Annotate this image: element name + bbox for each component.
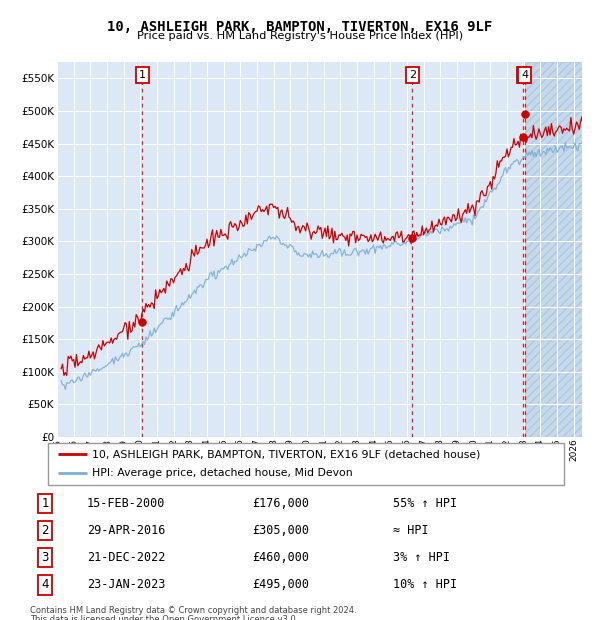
Text: 10% ↑ HPI: 10% ↑ HPI — [393, 578, 457, 591]
Text: 21-DEC-2022: 21-DEC-2022 — [87, 551, 166, 564]
Text: HPI: Average price, detached house, Mid Devon: HPI: Average price, detached house, Mid … — [92, 469, 352, 479]
Text: 1: 1 — [41, 497, 49, 510]
Text: 55% ↑ HPI: 55% ↑ HPI — [393, 497, 457, 510]
Bar — [525, 62, 582, 437]
Text: 2: 2 — [409, 70, 416, 80]
Text: 1: 1 — [139, 70, 146, 80]
Text: 23-JAN-2023: 23-JAN-2023 — [87, 578, 166, 591]
Text: 10, ASHLEIGH PARK, BAMPTON, TIVERTON, EX16 9LF (detached house): 10, ASHLEIGH PARK, BAMPTON, TIVERTON, EX… — [92, 449, 480, 459]
Text: Contains HM Land Registry data © Crown copyright and database right 2024.: Contains HM Land Registry data © Crown c… — [30, 606, 356, 616]
Text: ≈ HPI: ≈ HPI — [393, 524, 428, 537]
Text: Price paid vs. HM Land Registry's House Price Index (HPI): Price paid vs. HM Land Registry's House … — [137, 31, 463, 41]
Text: £305,000: £305,000 — [252, 524, 309, 537]
Text: 10, ASHLEIGH PARK, BAMPTON, TIVERTON, EX16 9LF: 10, ASHLEIGH PARK, BAMPTON, TIVERTON, EX… — [107, 20, 493, 34]
Text: 4: 4 — [41, 578, 49, 591]
Text: This data is licensed under the Open Government Licence v3.0.: This data is licensed under the Open Gov… — [30, 615, 298, 620]
Text: 15-FEB-2000: 15-FEB-2000 — [87, 497, 166, 510]
Text: £176,000: £176,000 — [252, 497, 309, 510]
Text: 29-APR-2016: 29-APR-2016 — [87, 524, 166, 537]
Text: £460,000: £460,000 — [252, 551, 309, 564]
Text: 3: 3 — [41, 551, 49, 564]
Text: 3% ↑ HPI: 3% ↑ HPI — [393, 551, 450, 564]
FancyBboxPatch shape — [48, 443, 564, 485]
Text: 2: 2 — [41, 524, 49, 537]
Text: 3: 3 — [520, 70, 527, 80]
Text: £495,000: £495,000 — [252, 578, 309, 591]
Text: 4: 4 — [521, 70, 528, 80]
